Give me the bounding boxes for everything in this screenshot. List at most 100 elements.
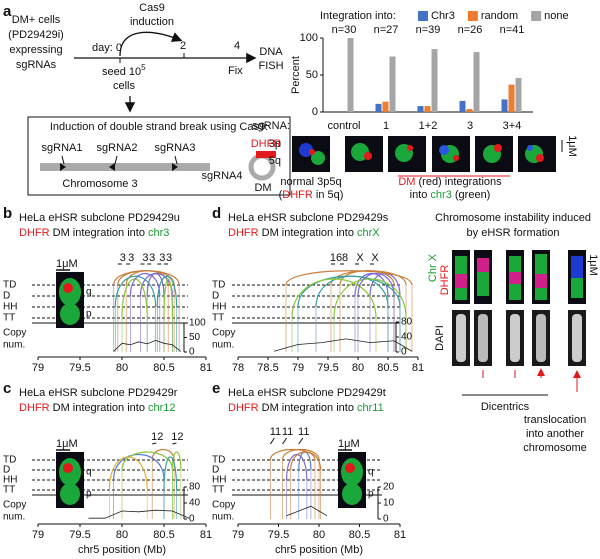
n-label: n=41 [500,24,525,36]
day-label: 4 [234,40,240,52]
inset-image [342,483,362,505]
arc-label: 3 [166,252,172,264]
arc-label: X [371,252,379,264]
inset-image [63,463,73,473]
bar [466,109,473,112]
arc-label: 11 [298,426,309,438]
row-label: HH [212,302,226,313]
image-label: 3p [269,138,281,150]
arc-label: 3 [142,252,148,264]
y-tick-label: 0 [189,347,195,358]
sgrna-label: sgRNA3 [155,142,196,154]
x-axis-label: chr5 position (Mb) [275,544,363,556]
x-tick-label: 78.5 [257,362,278,374]
y-tick-label: 0 [401,347,407,358]
inset-image [60,303,80,325]
sgrna-label: sgRNA1 [42,142,83,154]
copy-number-line [286,505,328,517]
x-tick-label: 81 [394,529,406,541]
scale-label: 1μM [566,135,578,157]
n-label: n=30 [332,24,357,36]
x-tick-label: 79.5 [69,362,90,374]
inset-label: q [368,467,374,478]
panel-subtitle: DHFR DM integration into chr12 [19,402,176,414]
scale-label: 1μM [587,254,599,276]
rearrangement-arc [113,454,165,481]
rearrangement-arc [171,451,182,471]
rearrangement-arc [290,451,322,471]
bar [515,77,522,112]
subtitle-part: DHFR [228,227,259,239]
box-title: Induction of double strand break using C… [50,121,268,133]
rearrangement-arc [146,273,165,297]
translocation-label: translocation [524,414,586,426]
subtitle-part: chr12 [148,402,176,414]
subtitle-part: DHFR [19,402,50,414]
rearrangement-arc [113,270,180,286]
n-label: n=39 [416,24,441,36]
channel-label: Chr X [427,253,439,282]
arc-label: 11 [270,426,281,438]
panel-label: a [3,3,12,20]
legend-label: random [481,10,518,22]
y-tick-label: 0 [189,514,195,525]
inset-image [345,463,355,473]
x-tick-label: 79.5 [317,362,338,374]
rearrangement-arc [121,451,173,471]
cells-text: sgRNAs [16,59,57,71]
rearrangement-arc [291,278,377,319]
side-title: Chromosome instability induced [435,212,591,224]
channel-label: DHFR [439,265,451,296]
rearrangement-arc [114,275,157,308]
induction-text: Cas9 [139,2,165,14]
y-tick-label: 0 [312,106,318,118]
panel-subtitle: DHFR DM integration into chrX [228,227,380,239]
scale-label: 1μM [338,438,360,450]
row-label: TT [3,313,15,324]
inset-label: p [86,309,92,320]
subtitle-part: chr11 [357,402,384,414]
chromosome-label: Chromosome 3 [62,178,137,190]
y-axis-label: num. [3,340,25,351]
y-tick-label: 80 [189,482,201,493]
bar [389,56,396,112]
subtitle-part: DHFR [19,227,50,239]
row-label: D [3,465,10,476]
x-tick-label: 79.5 [69,529,90,541]
rearrangement-arc [163,456,178,491]
y-tick-label: 40 [189,498,201,509]
arc-label: 12 [171,431,183,443]
row-label: D [212,291,219,302]
cells-text: expressing [9,44,62,56]
rearrangement-arc [285,270,413,286]
copy-number-line [113,339,182,352]
subtitle-part: DM integration into [259,227,357,239]
x-tick-label: 1 [383,120,389,132]
arc-label: 3 [120,252,126,264]
rearrangement-arc [129,272,161,297]
x-tick-label: 80 [116,362,128,374]
fish-text: FISH [258,60,283,72]
rearrangement-arc [269,449,316,461]
legend-swatch [418,11,428,21]
chromosome-bar [40,163,210,171]
bar [501,99,508,112]
inset-image [63,283,73,293]
x-tick-label: 80 [116,529,128,541]
arc-label: 8 [342,252,348,264]
panel-label: e [212,380,220,397]
x-tick-label: 79 [292,362,304,374]
row-label: D [3,291,10,302]
y-axis-label: num. [212,340,234,351]
x-tick-label: 79 [32,529,44,541]
label-leader [282,437,287,445]
y-axis-label: Copy [212,500,235,511]
label-leader [152,442,157,445]
subtitle-part: chr3 [148,227,169,239]
image-caption: (DHFR in 5q) [279,189,344,201]
induction-arrow [119,31,183,57]
legend-title: Integration into: [320,10,396,22]
copy-number-line [88,509,190,519]
row-label: TD [212,280,225,291]
panel-label: c [3,380,11,397]
